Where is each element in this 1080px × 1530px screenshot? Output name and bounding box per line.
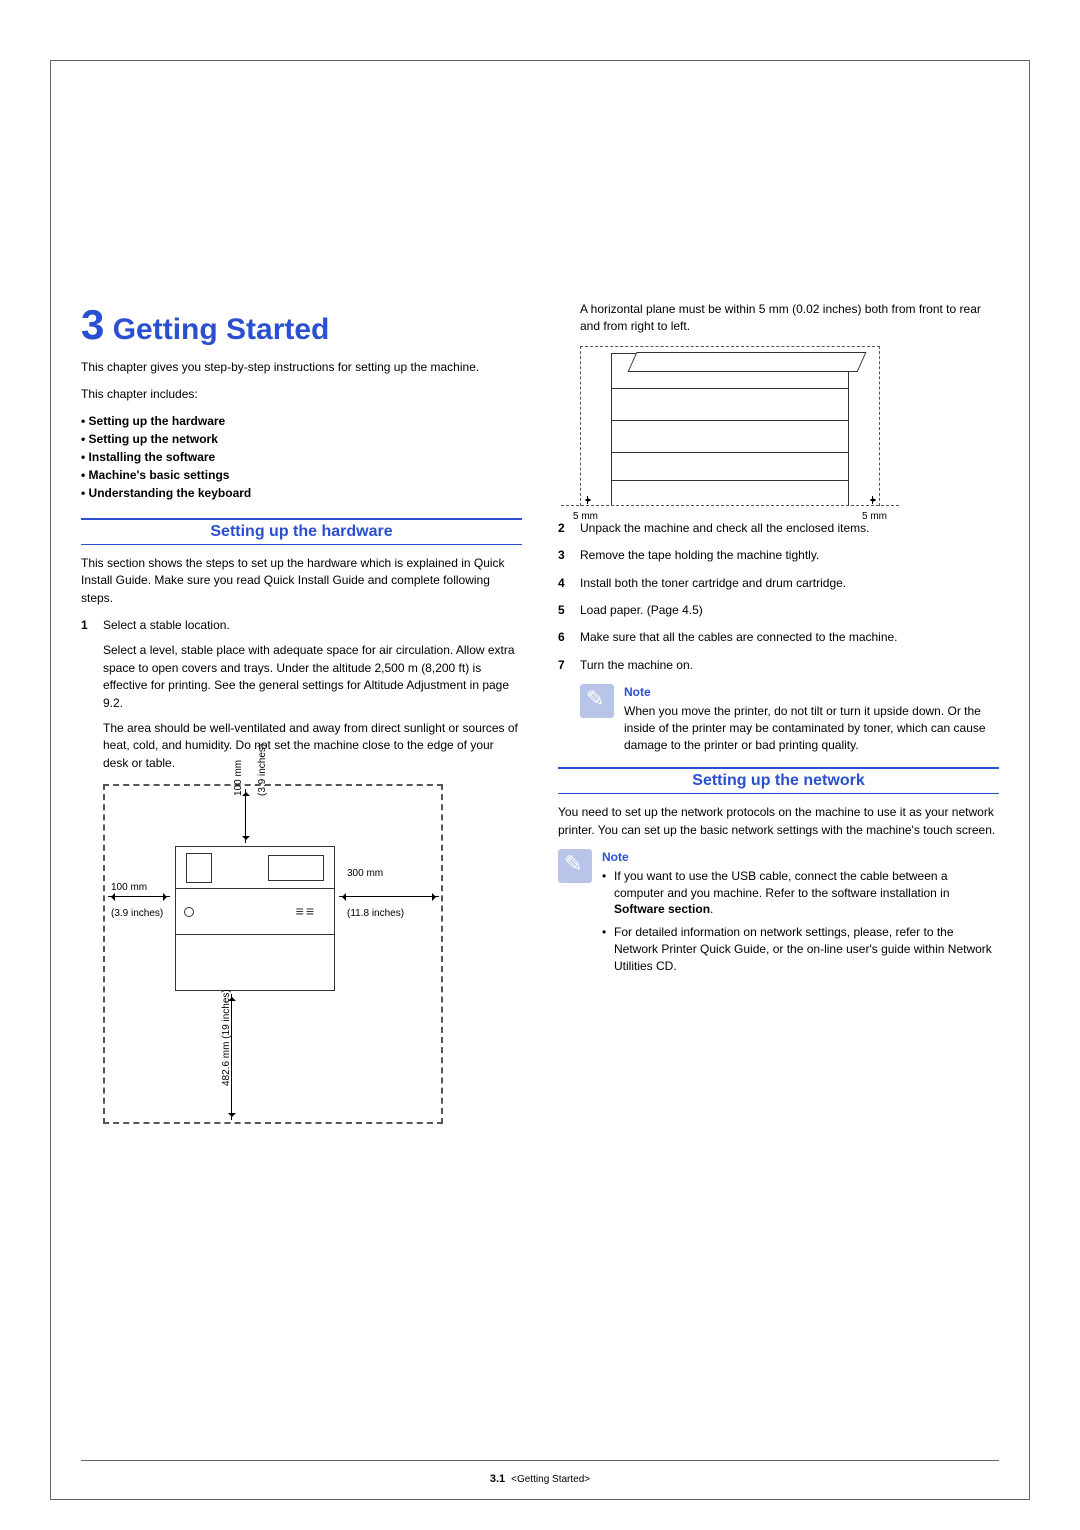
includes-label: This chapter includes: bbox=[81, 386, 522, 403]
chapter-toc: Setting up the hardware Setting up the n… bbox=[81, 414, 522, 500]
note-bullet: For detailed information on network sett… bbox=[602, 924, 999, 974]
note-body: Note If you want to use the USB cable, c… bbox=[602, 849, 999, 981]
arrow-icon bbox=[108, 896, 170, 897]
footer-crumb: <Getting Started> bbox=[511, 1474, 590, 1485]
two-column-layout: 3 Getting Started This chapter gives you… bbox=[81, 301, 999, 1132]
chapter-intro: This chapter gives you step-by-step inst… bbox=[81, 359, 522, 376]
dim-label: (3.9 inches) bbox=[257, 744, 268, 796]
arrow-icon bbox=[587, 496, 588, 504]
step-number: 1 bbox=[81, 617, 103, 772]
left-column: 3 Getting Started This chapter gives you… bbox=[81, 301, 522, 1132]
step-5: 5 Load paper. (Page 4.5) bbox=[558, 602, 999, 619]
step-text: Load paper. (Page 4.5) bbox=[580, 602, 999, 619]
toc-item: Installing the software bbox=[81, 450, 522, 464]
level-diagram: 5 mm 5 mm bbox=[580, 346, 880, 506]
dim-label: (11.8 inches) bbox=[347, 908, 404, 919]
section-heading-text: Setting up the network bbox=[692, 772, 864, 789]
note-icon bbox=[558, 849, 592, 883]
footer-rule bbox=[81, 1460, 999, 1461]
step-4: 4 Install both the toner cartridge and d… bbox=[558, 575, 999, 592]
toc-item: Machine's basic settings bbox=[81, 468, 522, 482]
step-text: Unpack the machine and check all the enc… bbox=[580, 520, 999, 537]
dim-label: 482.6 mm (19 inches) bbox=[221, 989, 232, 1086]
toc-item: Setting up the network bbox=[81, 432, 522, 446]
note-block: Note When you move the printer, do not t… bbox=[580, 684, 999, 753]
note-block: Note If you want to use the USB cable, c… bbox=[558, 849, 999, 981]
step-text: Remove the tape holding the machine tigh… bbox=[580, 547, 999, 564]
right-column: A horizontal plane must be within 5 mm (… bbox=[558, 301, 999, 1132]
section-heading-text: Setting up the hardware bbox=[210, 523, 392, 540]
step-number: 2 bbox=[558, 520, 580, 537]
clearance-diagram: 100 mm (3.9 inches) 100 mm (3.9 inches) … bbox=[103, 784, 443, 1124]
arrow-icon bbox=[872, 496, 873, 504]
step-text: Select a stable location. Select a level… bbox=[103, 617, 522, 772]
step-number: 6 bbox=[558, 629, 580, 646]
printer-outline bbox=[175, 846, 335, 991]
step-para: The area should be well-ventilated and a… bbox=[103, 720, 522, 772]
note-body: Note When you move the printer, do not t… bbox=[624, 684, 999, 753]
dim-label: 100 mm bbox=[111, 882, 147, 893]
step-number: 5 bbox=[558, 602, 580, 619]
note-text: When you move the printer, do not tilt o… bbox=[624, 703, 999, 753]
note-title: Note bbox=[602, 849, 999, 866]
chapter-number: 3 bbox=[81, 301, 104, 348]
chapter-name: Getting Started bbox=[113, 313, 330, 346]
arrow-icon bbox=[339, 896, 439, 897]
step-1: 1 Select a stable location. Select a lev… bbox=[81, 617, 522, 772]
step-text: Make sure that all the cables are connec… bbox=[580, 629, 999, 646]
note-icon bbox=[580, 684, 614, 718]
note-bullet-bold: Software section bbox=[614, 902, 710, 916]
dim-label: 5 mm bbox=[862, 511, 887, 522]
page-footer: 3.1 <Getting Started> bbox=[51, 1473, 1029, 1485]
toc-item: Understanding the keyboard bbox=[81, 486, 522, 500]
dim-label: 100 mm bbox=[233, 760, 244, 796]
dim-label: 300 mm bbox=[347, 868, 383, 879]
step-number: 7 bbox=[558, 657, 580, 674]
step-6: 6 Make sure that all the cables are conn… bbox=[558, 629, 999, 646]
step-3: 3 Remove the tape holding the machine ti… bbox=[558, 547, 999, 564]
step-title: Select a stable location. bbox=[103, 617, 522, 634]
section-heading-network: Setting up the network bbox=[558, 767, 999, 794]
step-para: Select a level, stable place with adequa… bbox=[103, 642, 522, 712]
page: 3 Getting Started This chapter gives you… bbox=[50, 60, 1030, 1500]
note-title: Note bbox=[624, 684, 999, 701]
machine-outline bbox=[611, 353, 849, 506]
note-bullet: If you want to use the USB cable, connec… bbox=[602, 868, 999, 918]
step-7: 7 Turn the machine on. bbox=[558, 657, 999, 674]
note-bullet-tail: . bbox=[710, 902, 713, 916]
chapter-title: 3 Getting Started bbox=[81, 301, 522, 349]
step-number: 3 bbox=[558, 547, 580, 564]
network-intro: You need to set up the network protocols… bbox=[558, 804, 999, 839]
step-text: Turn the machine on. bbox=[580, 657, 999, 674]
dim-label: (3.9 inches) bbox=[111, 908, 163, 919]
dim-label: 5 mm bbox=[573, 511, 598, 522]
arrow-icon bbox=[245, 789, 246, 843]
note-bullet-text: If you want to use the USB cable, connec… bbox=[614, 869, 950, 900]
step-number: 4 bbox=[558, 575, 580, 592]
section-heading-hardware: Setting up the hardware bbox=[81, 518, 522, 545]
step-2: 2 Unpack the machine and check all the e… bbox=[558, 520, 999, 537]
page-number: 3.1 bbox=[490, 1473, 505, 1485]
level-text: A horizontal plane must be within 5 mm (… bbox=[580, 301, 999, 336]
step-text: Install both the toner cartridge and dru… bbox=[580, 575, 999, 592]
toc-item: Setting up the hardware bbox=[81, 414, 522, 428]
hardware-intro: This section shows the steps to set up t… bbox=[81, 555, 522, 607]
